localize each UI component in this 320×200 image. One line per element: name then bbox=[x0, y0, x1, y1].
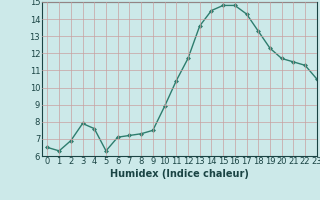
X-axis label: Humidex (Indice chaleur): Humidex (Indice chaleur) bbox=[110, 169, 249, 179]
